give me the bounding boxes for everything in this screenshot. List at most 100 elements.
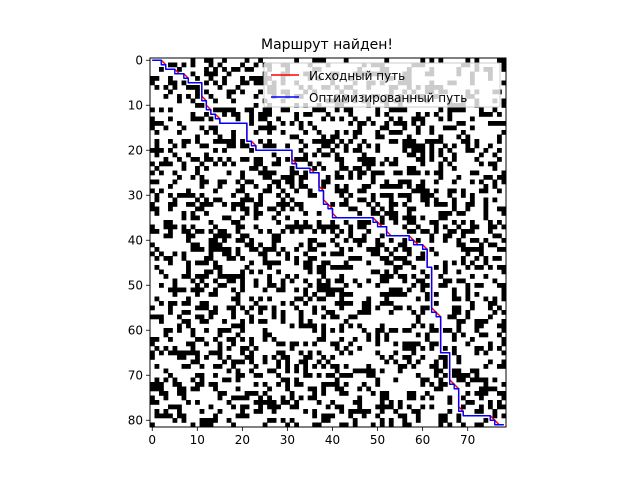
obstacle-cell — [235, 85, 241, 90]
obstacle-cell — [280, 229, 286, 234]
obstacle-cell — [474, 391, 489, 396]
obstacle-cell — [208, 350, 223, 356]
obstacle-cell — [487, 220, 493, 225]
obstacle-cell — [388, 202, 399, 207]
obstacle-cell — [231, 422, 236, 428]
obstacle-cell — [163, 256, 173, 261]
obstacle-cell — [460, 139, 471, 144]
obstacle-cell — [186, 233, 196, 239]
obstacle-cell — [379, 215, 385, 221]
obstacle-cell — [294, 422, 300, 428]
obstacle-cell — [393, 220, 399, 225]
obstacle-cell — [240, 143, 250, 149]
obstacle-cell — [285, 157, 290, 162]
obstacle-cell — [244, 67, 254, 72]
obstacle-cell — [411, 283, 417, 288]
obstacle-cell — [303, 364, 309, 369]
obstacle-cell — [501, 341, 507, 347]
obstacle-cell — [438, 152, 444, 158]
obstacle-cell — [411, 323, 417, 329]
obstacle-cell — [469, 125, 475, 131]
obstacle-cell — [339, 305, 345, 311]
obstacle-cell — [213, 386, 218, 392]
y-tick-label: 0 — [135, 53, 143, 67]
obstacle-cell — [172, 143, 178, 149]
obstacle-cell — [289, 418, 295, 423]
obstacle-cell — [181, 80, 187, 86]
obstacle-cell — [420, 215, 426, 221]
obstacle-cell — [226, 400, 232, 405]
obstacle-cell — [159, 188, 164, 194]
obstacle-cell — [487, 314, 493, 320]
obstacle-cell — [231, 193, 236, 198]
obstacle-cell — [339, 193, 345, 198]
obstacle-cell — [195, 206, 205, 212]
obstacle-cell — [429, 58, 435, 63]
obstacle-cell — [262, 107, 272, 113]
obstacle-cell — [226, 89, 236, 95]
obstacle-cell — [411, 274, 417, 279]
obstacle-cell — [321, 251, 327, 257]
obstacle-cell — [492, 409, 498, 414]
obstacle-cell — [379, 292, 408, 297]
obstacle-cell — [249, 247, 259, 252]
obstacle-cell — [483, 215, 489, 221]
obstacle-cell — [303, 260, 313, 266]
obstacle-cell — [267, 296, 272, 302]
obstacle-cell — [294, 112, 300, 117]
obstacle-cell — [501, 319, 507, 324]
obstacle-cell — [411, 148, 426, 153]
obstacle-cell — [397, 364, 408, 369]
obstacle-cell — [154, 409, 160, 414]
obstacle-cell — [235, 229, 241, 234]
obstacle-cell — [352, 337, 358, 342]
obstacle-cell — [339, 202, 349, 207]
obstacle-cell — [366, 166, 372, 171]
obstacle-cell — [204, 58, 214, 63]
obstacle-cell — [361, 382, 367, 387]
obstacle-cell — [159, 251, 164, 257]
obstacle-cell — [361, 161, 376, 167]
obstacle-cell — [312, 166, 318, 171]
obstacle-cell — [316, 337, 327, 342]
obstacle-cell — [181, 62, 187, 68]
obstacle-cell — [357, 220, 372, 225]
obstacle-cell — [294, 157, 309, 162]
obstacle-cell — [303, 251, 309, 257]
obstacle-cell — [177, 413, 187, 419]
obstacle-cell — [352, 400, 363, 405]
obstacle-cell — [231, 287, 236, 293]
obstacle-cell — [429, 148, 435, 153]
obstacle-cell — [343, 107, 354, 113]
obstacle-cell — [496, 346, 502, 351]
obstacle-cell — [348, 170, 354, 176]
obstacle-cell — [303, 355, 313, 360]
obstacle-cell — [352, 368, 376, 374]
obstacle-cell — [181, 215, 187, 221]
obstacle-cell — [181, 161, 187, 167]
obstacle-cell — [262, 337, 268, 342]
obstacle-cell — [447, 116, 453, 122]
obstacle-cell — [402, 125, 408, 131]
obstacle-cell — [217, 391, 227, 396]
obstacle-cell — [420, 395, 426, 401]
obstacle-cell — [388, 197, 394, 203]
obstacle-cell — [307, 386, 318, 392]
obstacle-cell — [460, 193, 466, 198]
obstacle-cell — [384, 269, 390, 275]
obstacle-cell — [226, 143, 236, 149]
obstacle-cell — [330, 328, 336, 333]
obstacle-cell — [411, 121, 417, 126]
obstacle-cell — [208, 247, 232, 252]
obstacle-cell — [244, 355, 254, 360]
obstacle-cell — [204, 197, 209, 203]
obstacle-cell — [451, 368, 462, 374]
obstacle-cell — [415, 112, 421, 117]
obstacle-cell — [159, 283, 164, 288]
obstacle-cell — [465, 287, 471, 293]
obstacle-cell — [370, 170, 385, 176]
obstacle-cell — [357, 143, 363, 149]
obstacle-cell — [384, 112, 390, 117]
obstacle-cell — [240, 233, 250, 239]
obstacle-cell — [240, 170, 245, 176]
